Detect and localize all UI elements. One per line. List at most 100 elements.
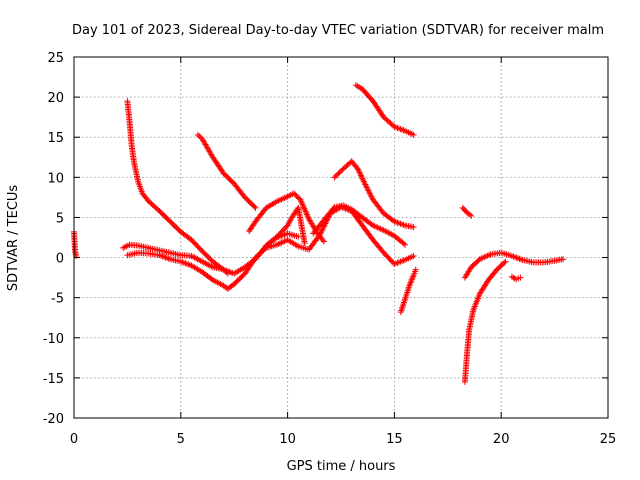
data-point <box>400 257 407 264</box>
data-point <box>379 226 386 233</box>
y-tick-label: 10 <box>47 171 64 186</box>
data-point <box>300 202 307 209</box>
data-point <box>470 308 477 315</box>
data-point <box>301 238 308 245</box>
data-point <box>320 223 327 230</box>
data-point <box>367 95 374 102</box>
data-point <box>408 276 415 283</box>
data-point <box>218 167 225 174</box>
data-point <box>483 279 490 286</box>
data-point <box>197 257 204 264</box>
data-point <box>299 201 306 208</box>
data-point <box>476 292 483 299</box>
data-point <box>302 207 309 214</box>
data-points <box>71 82 567 385</box>
data-point <box>196 133 203 140</box>
data-point <box>207 275 214 282</box>
data-point <box>408 131 415 138</box>
data-point <box>300 204 307 211</box>
data-point <box>408 278 415 285</box>
data-point <box>298 199 305 206</box>
data-point <box>319 226 326 233</box>
chart-title: Day 101 of 2023, Sidereal Day-to-day VTE… <box>72 23 604 38</box>
axis-ticks: 0 5 10 15 20 25 -20 -15 -10 -5 0 5 10 15 20 25 <box>43 51 617 447</box>
y-tick-label: -20 <box>43 412 64 427</box>
y-tick-label: 0 <box>56 252 64 267</box>
data-point <box>165 249 172 256</box>
data-point <box>500 260 507 267</box>
data-point <box>260 247 267 254</box>
data-point <box>356 212 363 219</box>
data-point <box>221 283 228 290</box>
data-point <box>406 281 413 288</box>
x-tick-label: 20 <box>493 432 510 447</box>
data-point <box>165 255 172 262</box>
data-point <box>407 279 414 286</box>
data-point <box>410 273 417 280</box>
y-tick-label: 5 <box>56 211 64 226</box>
data-point <box>399 239 406 246</box>
data-point <box>208 263 215 270</box>
data-point <box>319 237 326 244</box>
data-point <box>367 220 374 227</box>
data-point <box>331 174 338 181</box>
data-point <box>304 245 311 252</box>
data-point <box>185 234 192 241</box>
y-tick-label: 25 <box>47 51 64 66</box>
data-point <box>272 199 279 206</box>
data-point <box>293 192 300 199</box>
data-point <box>461 207 468 214</box>
data-point <box>408 223 415 230</box>
data-point <box>271 235 278 242</box>
data-point <box>297 196 304 203</box>
data-point <box>335 170 342 177</box>
data-point <box>303 211 310 218</box>
data-point <box>408 253 415 260</box>
data-point <box>304 213 311 220</box>
data-point <box>124 242 131 249</box>
plot-frame <box>73 56 609 419</box>
data-point <box>378 247 385 254</box>
data-point <box>368 234 375 241</box>
data-point <box>405 284 412 291</box>
data-point <box>261 246 268 253</box>
data-point <box>207 256 214 263</box>
data-point <box>465 210 472 217</box>
data-point <box>515 275 522 282</box>
y-tick-label: -15 <box>43 372 64 387</box>
data-point <box>176 258 183 265</box>
data-point <box>389 258 396 265</box>
data-point <box>250 221 257 228</box>
data-point <box>320 224 327 231</box>
data-point <box>239 272 246 279</box>
data-point <box>302 208 309 215</box>
data-point <box>292 191 299 198</box>
data-point <box>208 151 215 158</box>
data-point <box>357 219 364 226</box>
data-point <box>239 191 246 198</box>
data-point <box>378 207 385 214</box>
x-tick-label: 10 <box>279 432 296 447</box>
data-point <box>332 173 339 180</box>
data-point <box>194 131 201 138</box>
data-point <box>401 297 408 304</box>
data-point <box>510 274 517 281</box>
data-point <box>412 268 419 275</box>
data-point <box>272 242 279 249</box>
data-point <box>130 156 137 163</box>
data-point <box>388 216 395 223</box>
data-point <box>491 269 498 276</box>
data-point <box>283 194 290 201</box>
data-point <box>133 242 140 249</box>
data-point <box>293 233 300 240</box>
data-point <box>400 240 407 247</box>
data-point <box>318 227 325 234</box>
data-point <box>164 216 171 223</box>
y-axis-label: SDTVAR / TECUs <box>6 185 21 292</box>
data-point <box>360 178 367 185</box>
data-point <box>400 221 407 228</box>
data-point <box>250 202 257 209</box>
data-point <box>228 178 235 185</box>
y-tick-label: 20 <box>47 91 64 106</box>
